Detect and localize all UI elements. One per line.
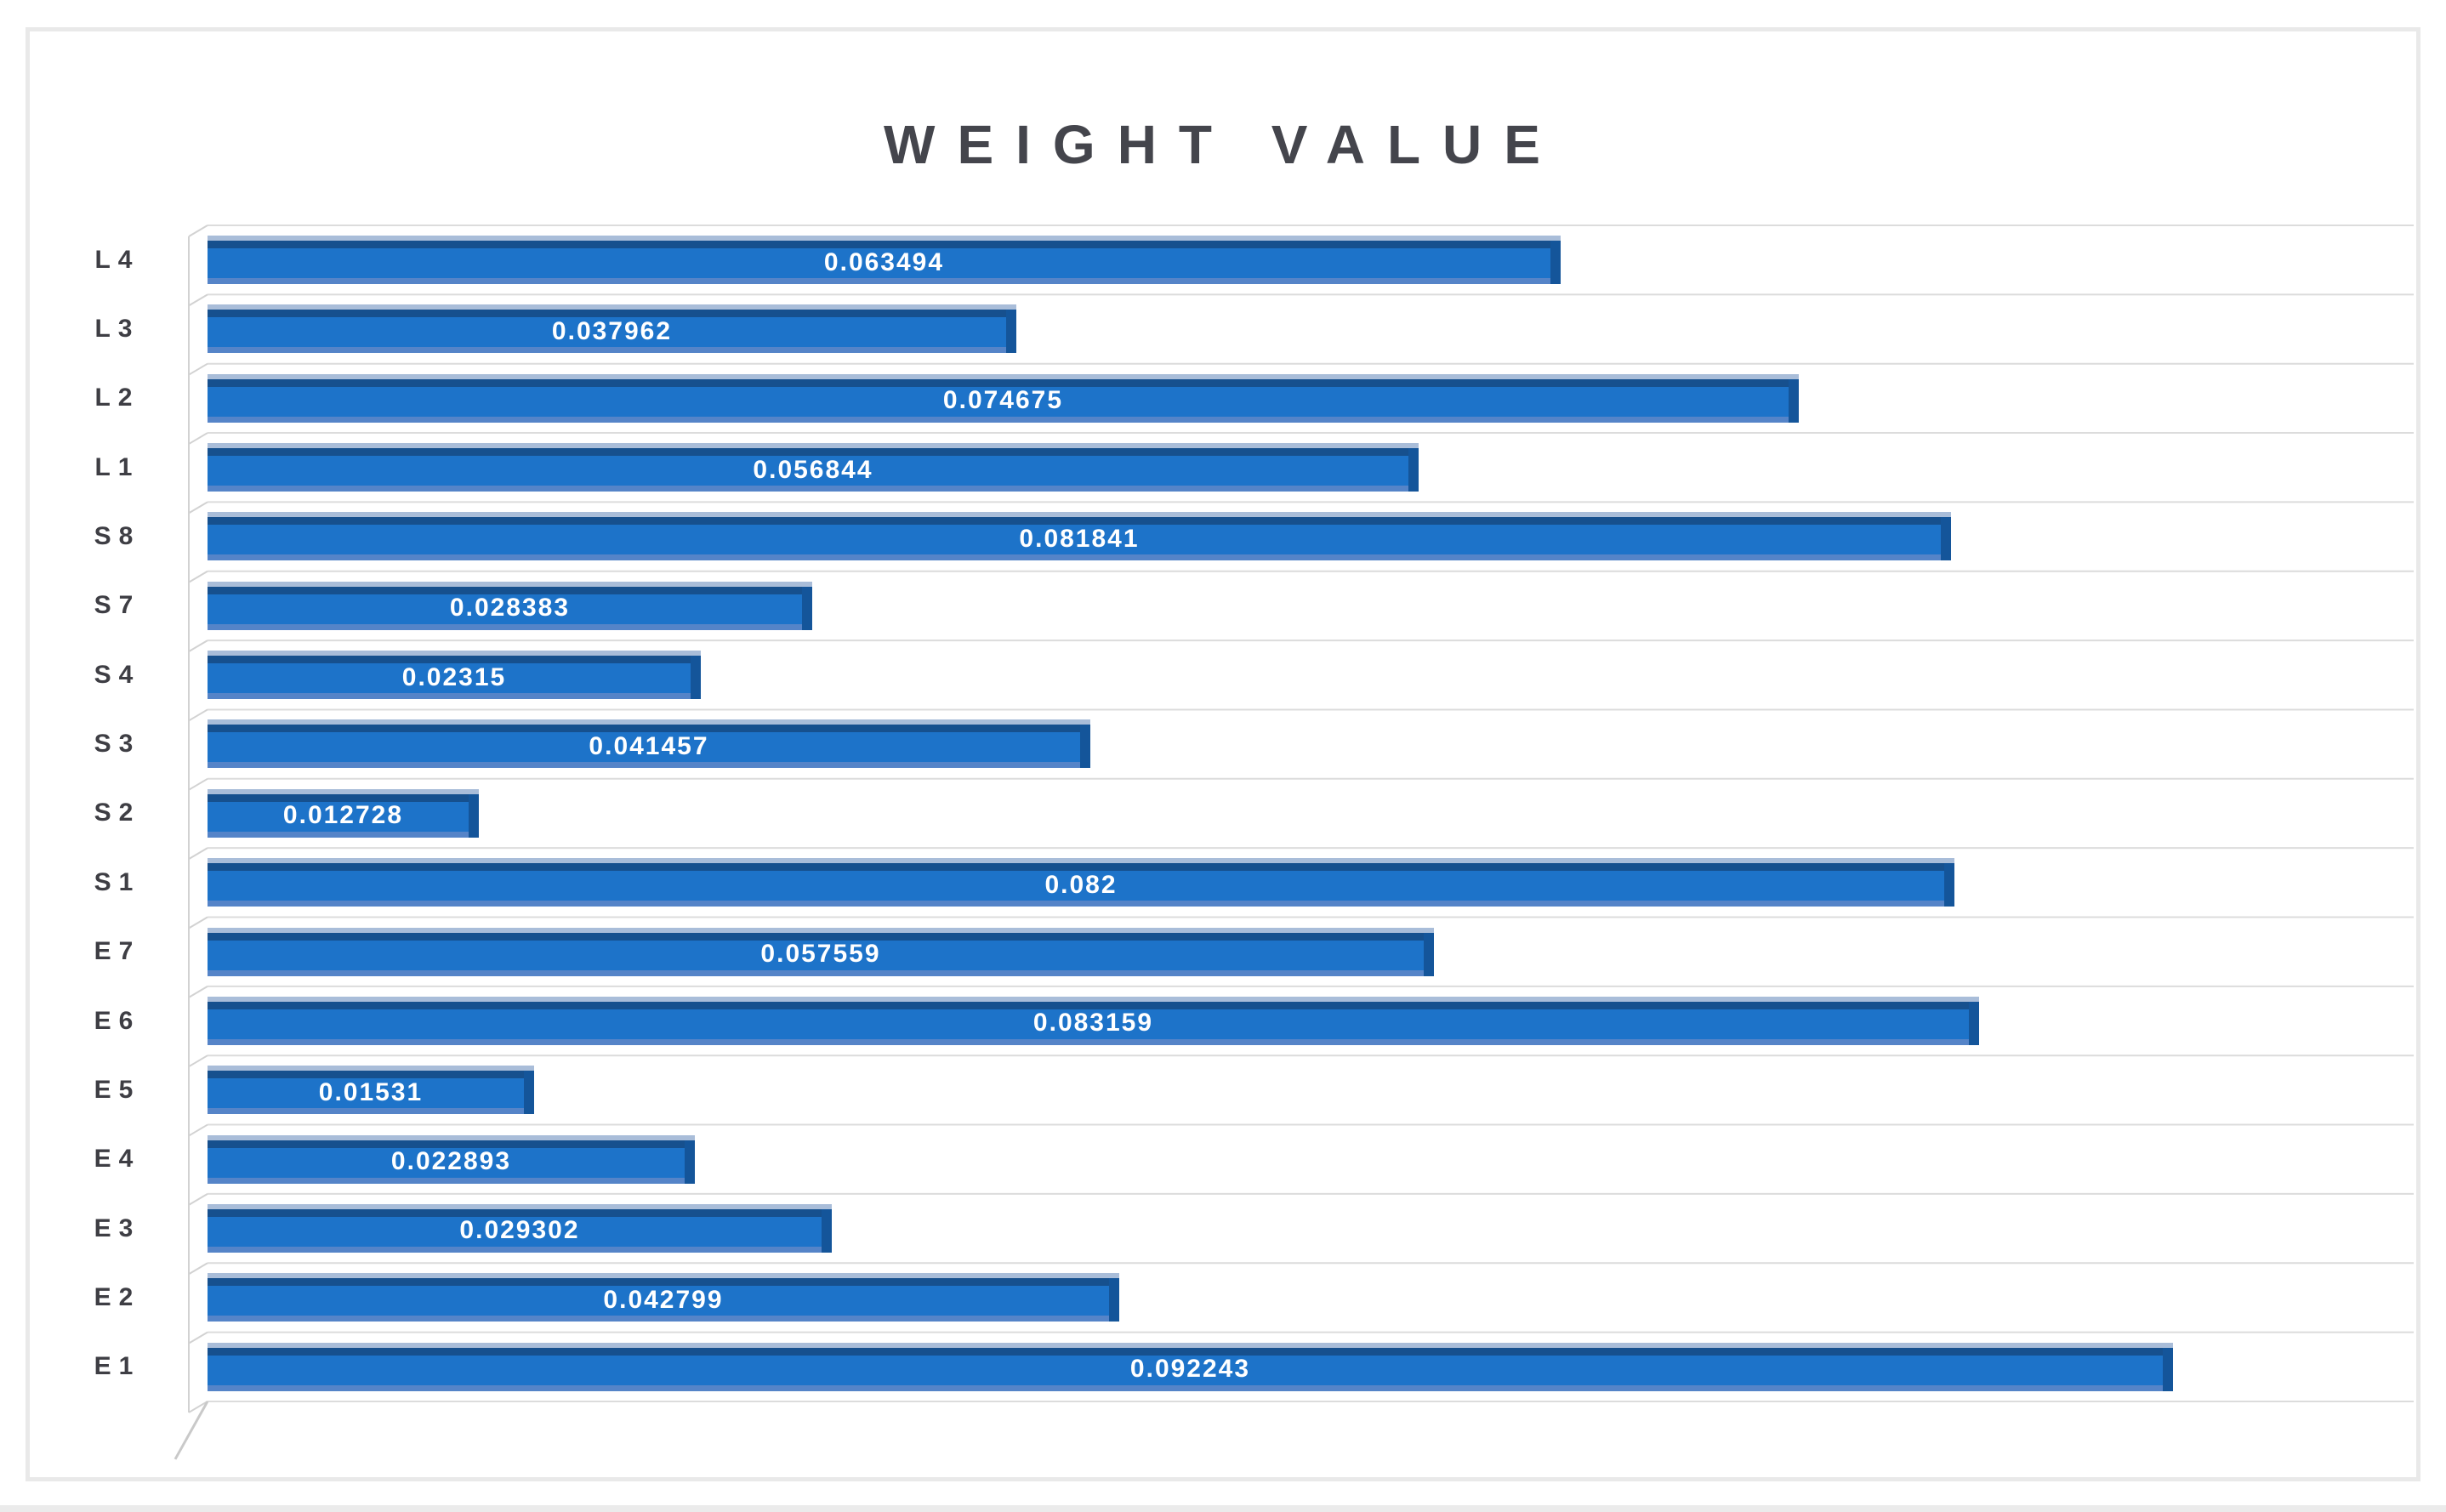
bar-value-label: 0.012728 (282, 801, 404, 830)
category-label-s1: S1 (94, 867, 141, 896)
bar-value-label: 0.074675 (942, 386, 1064, 415)
bar-s8: 0.081841 (208, 512, 1951, 561)
page-bottom-edge (0, 1505, 2446, 1512)
bar-value-label: 0.056844 (753, 455, 873, 484)
category-label-l1: L1 (94, 452, 140, 481)
bar-value-label: 0.02315 (401, 662, 507, 691)
category-label-s3: S3 (94, 730, 141, 759)
bar-s4: 0.02315 (208, 651, 701, 700)
category-label-l3: L3 (94, 315, 140, 344)
bar-e4: 0.022893 (208, 1134, 695, 1184)
bar-s3: 0.041457 (208, 719, 1090, 769)
bar-e7: 0.057559 (208, 927, 1434, 976)
bar-e5: 0.01531 (208, 1066, 534, 1115)
bar-value-label: 0.029302 (459, 1216, 580, 1245)
bar-value-label: 0.042799 (603, 1285, 724, 1314)
bar-value-label: 0.022893 (390, 1147, 512, 1176)
category-label-e5: E5 (94, 1075, 141, 1104)
category-label-e6: E6 (94, 1006, 141, 1035)
bar-value-label: 0.081841 (1019, 524, 1140, 553)
category-label-e1: E1 (94, 1352, 141, 1381)
category-label-l4: L4 (94, 245, 140, 274)
bar-value-label: 0.063494 (823, 247, 945, 276)
category-label-s2: S2 (94, 799, 141, 827)
bar-value-label: 0.041457 (589, 731, 709, 760)
bar-e2: 0.042799 (208, 1273, 1119, 1322)
bar-s1: 0.082 (208, 858, 1954, 907)
bar-l1: 0.056844 (208, 443, 1419, 492)
bar-value-label: 0.01531 (318, 1077, 424, 1106)
bar-value-label: 0.083159 (1032, 1009, 1154, 1037)
category-label-e3: E3 (94, 1214, 141, 1242)
bar-value-label: 0.037962 (551, 316, 673, 345)
bar-value-label: 0.082 (1044, 870, 1118, 899)
bar-e6: 0.083159 (208, 996, 1979, 1045)
chart-title: WEIGHT VALUE (884, 114, 1562, 175)
bar-l4: 0.063494 (208, 236, 1561, 284)
bar-s7: 0.028383 (208, 581, 812, 630)
category-label-s7: S7 (94, 591, 141, 620)
category-label-e7: E7 (94, 937, 141, 966)
category-label-e2: E2 (94, 1282, 141, 1311)
bar-l3: 0.037962 (208, 304, 1016, 354)
category-label-l2: L2 (94, 384, 140, 412)
bar-e1: 0.092243 (208, 1342, 2173, 1391)
category-label-s8: S8 (94, 522, 141, 551)
bar-value-label: 0.092243 (1129, 1355, 1251, 1384)
category-label-e4: E4 (94, 1145, 141, 1174)
bar-e3: 0.029302 (208, 1203, 832, 1253)
bar-value-label: 0.057559 (760, 940, 881, 968)
bar-value-label: 0.028383 (449, 594, 571, 622)
category-label-s4: S4 (94, 660, 141, 689)
bar-l2: 0.074675 (208, 373, 1799, 423)
bar-s2: 0.012728 (208, 788, 479, 838)
